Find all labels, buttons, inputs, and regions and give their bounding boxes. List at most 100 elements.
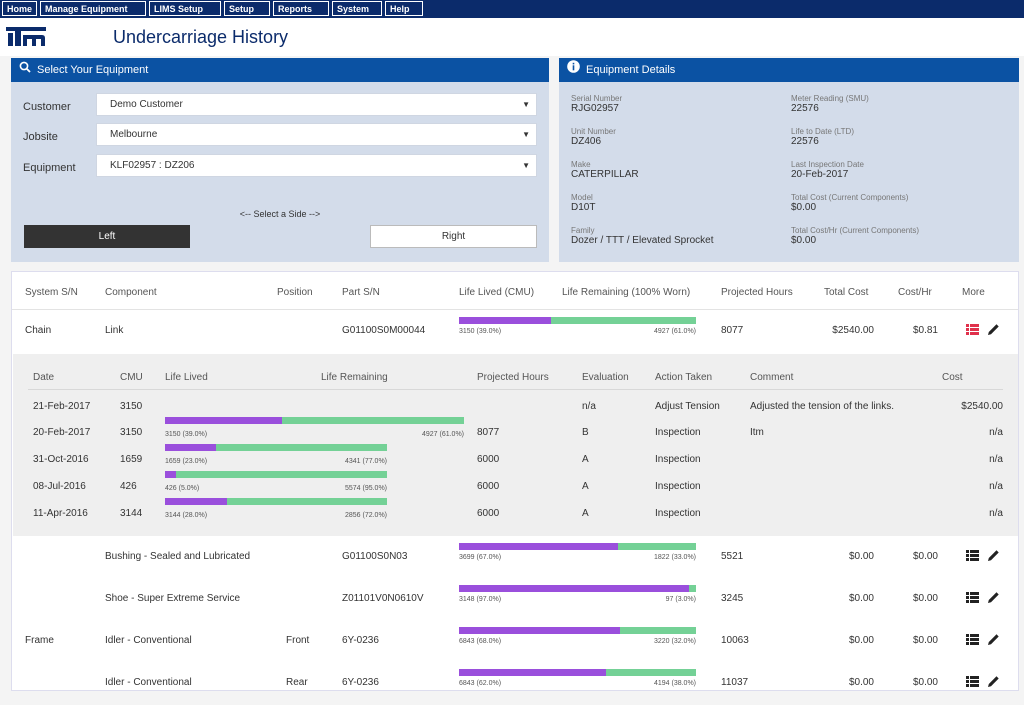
menu-help[interactable]: Help <box>385 1 424 16</box>
part-sn-cell: G01100S0M00044 <box>342 325 426 336</box>
position-cell: Rear <box>286 677 308 688</box>
menu-manage-equipment[interactable]: Manage Equipment <box>40 1 147 16</box>
list-icon[interactable] <box>966 324 979 338</box>
life-remaining-fill <box>216 444 387 451</box>
history-comment-cell: Itm <box>750 427 764 438</box>
list-icon[interactable] <box>966 676 979 690</box>
list-icon[interactable] <box>966 592 979 606</box>
customer-value: Demo Customer <box>110 99 183 110</box>
life-remaining-fill <box>605 669 696 676</box>
list-icon[interactable] <box>966 550 979 564</box>
jobsite-value: Melbourne <box>110 129 158 140</box>
history-life-lived-label: 1659 (23.0%) <box>165 458 208 465</box>
hist-col-comment: Comment <box>750 372 794 383</box>
hist-col-evaluation: Evaluation <box>582 372 629 383</box>
pencil-icon[interactable] <box>987 549 1000 565</box>
hist-col-date: Date <box>33 372 55 383</box>
hist-col-life-lived: Life Lived <box>165 372 208 383</box>
component-cell: Link <box>105 325 124 336</box>
pencil-icon[interactable] <box>987 323 1000 339</box>
customer-select[interactable]: Demo Customer ▼ <box>96 93 537 116</box>
header-divider <box>12 309 1018 310</box>
info-icon <box>567 58 580 82</box>
component-cell: Shoe - Super Extreme Service <box>105 593 241 604</box>
hist-col-cost: Cost <box>942 372 963 383</box>
right-side-button[interactable]: Right <box>370 225 537 248</box>
menu-setup[interactable]: Setup <box>224 1 271 16</box>
history-life-bar <box>165 471 387 478</box>
history-projected-cell: 6000 <box>477 508 500 519</box>
meter-reading-value: 22576 <box>791 103 819 114</box>
list-icon[interactable] <box>966 634 979 648</box>
total-cost-cell: $2540.00 <box>832 325 874 336</box>
chevron-down-icon: ▼ <box>522 130 530 139</box>
life-remaining-fill <box>176 471 387 478</box>
life-lived-label: 3699 (67.0%) <box>459 554 502 561</box>
menu-lims-setup[interactable]: LIMS Setup <box>149 1 222 16</box>
chevron-down-icon: ▼ <box>522 161 530 170</box>
menu-system[interactable]: System <box>332 1 383 16</box>
history-life-remaining-label: 4341 (77.0%) <box>344 458 387 465</box>
make-value: CATERPILLAR <box>571 169 639 180</box>
unit-number-label: Unit Number <box>571 127 616 136</box>
component-cell: Idler - Conventional <box>105 635 192 646</box>
history-life-bar <box>165 444 387 451</box>
history-life-bar <box>165 498 387 505</box>
total-cost-cell: $0.00 <box>848 551 874 562</box>
side-prompt: <-- Select a Side --> <box>239 209 321 219</box>
life-remaining-fill <box>227 498 387 505</box>
equipment-select[interactable]: KLF02957 : DZ206 ▼ <box>96 154 537 177</box>
pencil-icon[interactable] <box>987 633 1000 649</box>
model-value: D10T <box>571 202 596 213</box>
cost-hr-cell: $0.81 <box>912 325 938 336</box>
hist-col-life-remaining: Life Remaining <box>321 372 388 383</box>
menu-home[interactable]: Home <box>2 1 38 16</box>
col-more: More <box>962 287 985 298</box>
history-cost-cell: n/a <box>989 454 1003 465</box>
part-sn-cell: 6Y-0236 <box>342 677 379 688</box>
serial-number-label: Serial Number <box>571 94 623 103</box>
family-value: Dozer / TTT / Elevated Sprocket <box>571 235 714 246</box>
jobsite-label: Jobsite <box>23 131 58 143</box>
life-to-date-label: Life to Date (LTD) <box>791 127 854 136</box>
life-bar <box>459 317 696 324</box>
history-projected-cell: 8077 <box>477 427 500 438</box>
life-lived-fill <box>459 543 618 550</box>
history-evaluation-cell: n/a <box>582 401 596 412</box>
history-action-cell: Inspection <box>655 454 701 465</box>
life-bar <box>459 585 696 592</box>
history-action-cell: Adjust Tension <box>655 401 720 412</box>
left-side-button[interactable]: Left <box>24 225 190 248</box>
history-cmu-cell: 426 <box>120 481 137 492</box>
equipment-label: Equipment <box>23 162 76 174</box>
meter-reading-label: Meter Reading (SMU) <box>791 94 869 103</box>
system-sn-cell: Frame <box>25 635 54 646</box>
history-cmu-cell: 1659 <box>120 454 143 465</box>
jobsite-select[interactable]: Melbourne ▼ <box>96 123 537 146</box>
position-cell: Front <box>286 635 310 646</box>
history-life-lived-label: 3144 (28.0%) <box>165 512 208 519</box>
life-lived-fill <box>459 627 621 634</box>
col-system-sn: System S/N <box>25 287 78 298</box>
total-cost-cell: $0.00 <box>848 635 874 646</box>
history-subtable: Date CMU Life Lived Life Remaining Proje… <box>13 354 1018 536</box>
pencil-icon[interactable] <box>987 591 1000 607</box>
part-sn-cell: 6Y-0236 <box>342 635 379 646</box>
life-lived-fill <box>459 585 689 592</box>
history-date-cell: 31-Oct-2016 <box>33 454 89 465</box>
family-label: Family <box>571 226 595 235</box>
life-to-date-value: 22576 <box>791 136 819 147</box>
history-life-remaining-label: 5574 (95.0%) <box>344 485 387 492</box>
projected-hours-cell: 3245 <box>721 593 744 604</box>
col-part-sn: Part S/N <box>342 287 380 298</box>
total-cost-value: $0.00 <box>791 202 817 213</box>
total-cost-cell: $0.00 <box>848 677 874 688</box>
history-life-bar <box>165 417 464 424</box>
cost-hr-cell: $0.00 <box>912 677 938 688</box>
life-bar <box>459 627 696 634</box>
life-lived-label: 3150 (39.0%) <box>459 328 502 335</box>
history-cost-cell: n/a <box>989 481 1003 492</box>
col-total-cost: Total Cost <box>824 287 869 298</box>
pencil-icon[interactable] <box>987 675 1000 691</box>
menu-reports[interactable]: Reports <box>273 1 330 16</box>
